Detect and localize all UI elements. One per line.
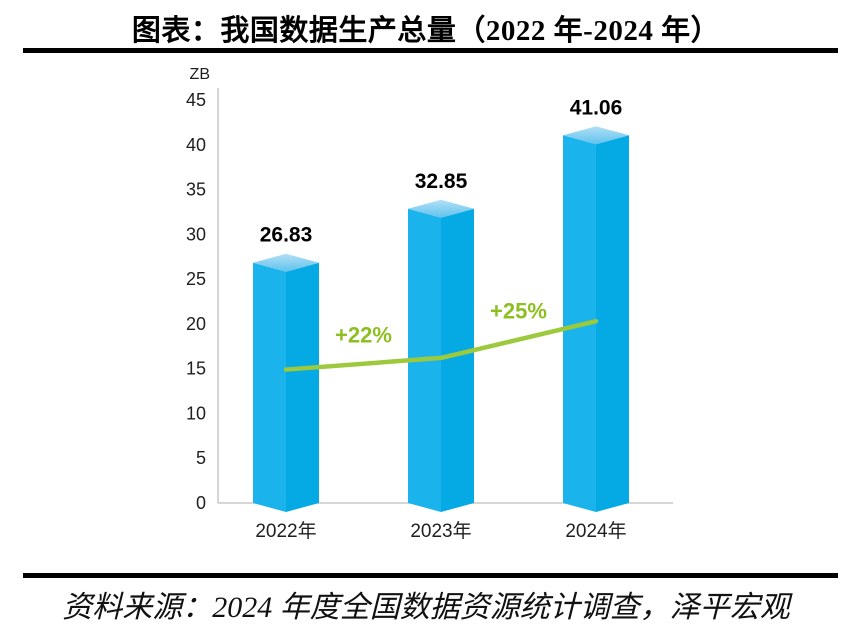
y-tick-label-10: 10 (186, 403, 206, 423)
bar-2022年: 26.83 2022年 (253, 224, 319, 542)
source-note: 资料来源：2024 年度全国数据资源统计调查，泽平宏观 (62, 591, 790, 624)
y-tick-label-15: 15 (186, 359, 206, 379)
data-production-bar-chart: ZB 0 5 10 15 20 25 30 35 40 45 26.83 2022年 32.85 2023年… (186, 66, 673, 542)
bar-value-label: 26.83 (260, 224, 313, 247)
y-tick-label-5: 5 (196, 448, 206, 468)
y-tick-label-30: 30 (186, 224, 206, 244)
title-divider (23, 48, 838, 53)
bar-top-face (253, 253, 319, 272)
y-tick-label-0: 0 (196, 493, 206, 513)
source-divider (23, 573, 838, 578)
y-tick-label-45: 45 (186, 90, 206, 110)
growth-rate-label-1: +22% (335, 323, 392, 348)
x-category-label-2022年: 2022年 (255, 520, 316, 542)
bar-right-face (596, 135, 629, 512)
y-tick-label-25: 25 (186, 269, 206, 289)
y-tick-label-40: 40 (186, 135, 206, 155)
x-category-label-2024年: 2024年 (565, 520, 626, 542)
x-category-label-2023年: 2023年 (410, 520, 471, 542)
y-tick-label-35: 35 (186, 180, 206, 200)
y-axis-unit-label: ZB (190, 66, 210, 83)
bar-right-face (286, 262, 319, 512)
bar-top-face (408, 199, 474, 218)
bar-right-face (441, 208, 474, 512)
growth-line (283, 318, 599, 372)
bar-value-label: 41.06 (570, 96, 623, 119)
bar-value-label: 32.85 (415, 170, 468, 193)
growth-rate-label-2: +25% (490, 299, 547, 324)
bar-left-face (253, 262, 286, 512)
y-tick-label-20: 20 (186, 314, 206, 334)
chart-title: 图表：我国数据生产总量（2022 年-2024 年） (131, 15, 721, 47)
